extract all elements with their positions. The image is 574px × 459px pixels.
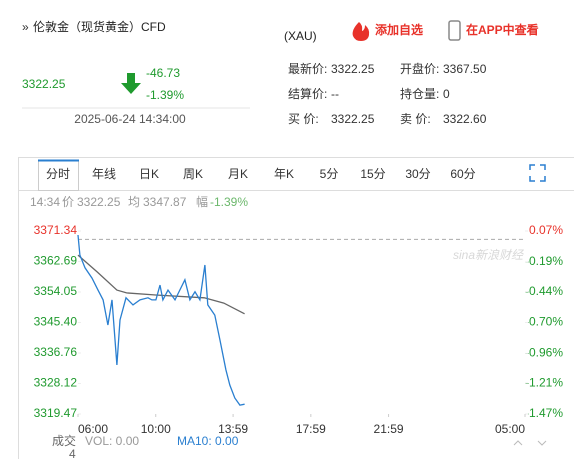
change: -46.73 — [146, 66, 180, 80]
vol: VOL: 0.00 — [85, 434, 139, 448]
title: 伦敦金（现货黄金）CFD — [33, 19, 166, 34]
tab[interactable]: 年线 — [92, 167, 116, 181]
info-item: 3347.87 — [143, 195, 187, 209]
x-tick-label: 05:00 — [495, 422, 525, 436]
y2-tick-label: -0.96% — [525, 346, 563, 360]
tab[interactable]: 5分 — [320, 167, 339, 181]
average-line — [77, 254, 245, 315]
field-value: 3322.25 — [331, 112, 375, 126]
breadcrumb-mark: » — [22, 20, 29, 34]
y2-tick-label: -0.44% — [525, 284, 563, 298]
y-tick-label: 3319.47 — [34, 406, 78, 420]
active-tab-box — [38, 160, 79, 191]
field-label: 结算价: — [288, 86, 327, 101]
tab[interactable]: 15分 — [360, 167, 385, 181]
y-tick-label: 3328.12 — [34, 376, 78, 390]
field-value: 0 — [443, 87, 450, 101]
tab[interactable]: 60分 — [450, 167, 475, 181]
subtitle: (XAU) — [284, 29, 317, 43]
y-tick-label: 3336.76 — [34, 345, 78, 359]
info-item: -1.39% — [210, 195, 248, 209]
tab[interactable]: 周K — [183, 167, 203, 181]
tab[interactable]: 日K — [139, 167, 159, 181]
tab[interactable]: 月K — [228, 167, 248, 181]
x-tick-label: 17:59 — [296, 422, 326, 436]
open-app[interactable]: 在APP中查看 — [466, 22, 539, 37]
field-value: 3322.25 — [331, 62, 375, 76]
watermark: sina新浪财经 — [453, 248, 525, 262]
change-pct: -1.39% — [146, 88, 184, 102]
field-value: -- — [331, 87, 339, 101]
fire-icon — [352, 22, 370, 41]
x-tick-label: 13:59 — [218, 422, 248, 436]
tab[interactable]: 30分 — [405, 167, 430, 181]
x-tick-label: 10:00 — [141, 422, 171, 436]
field-label: 卖 价: — [400, 112, 431, 126]
field-label: 买 价: — [288, 112, 319, 126]
y2-tick-label: -1.47% — [525, 406, 563, 420]
chart-panel — [18, 157, 574, 459]
x-tick-label: 06:00 — [78, 422, 108, 436]
info-item: 幅 — [196, 194, 208, 209]
fields: 最新价: 3322.25 开盘价: 3367.50 结算价: -- 持仓量: 0 买 价: 332… — [288, 61, 487, 126]
y-tick-label: 3362.69 — [34, 254, 78, 268]
chart: 3371.34 3362.69 3354.05 3345.40 3336.76 3328.… — [34, 223, 564, 436]
fullscreen-icon[interactable] — [529, 164, 546, 182]
info-line: 14:34 价 3322.25 均 3347.87 幅 -1.39% — [30, 194, 248, 209]
quote-time: 2025-06-24 14:34:00 — [74, 112, 186, 126]
scroll-arrows[interactable] — [513, 440, 547, 446]
add-watchlist[interactable]: 添加自选 — [375, 22, 423, 37]
tab[interactable]: 分时 — [46, 167, 70, 181]
y2-tick-label: -0.19% — [525, 254, 563, 268]
field-label: 开盘价: — [400, 61, 439, 76]
phone-icon — [448, 20, 461, 41]
x-tick-label: 21:59 — [374, 422, 404, 436]
y-tick-label: 3354.05 — [34, 284, 78, 298]
y2-tick-label: -1.21% — [525, 375, 563, 389]
volume-label: 成交 — [52, 433, 76, 448]
y2-tick-label: 0.07% — [529, 223, 563, 237]
tab[interactable]: 年K — [274, 167, 294, 181]
field-value: 3367.50 — [443, 62, 487, 76]
price: 3322.25 — [22, 77, 66, 91]
volume-extra: 4 — [69, 447, 76, 459]
y-tick-label: 3371.34 — [34, 223, 78, 237]
info-item: 价 — [62, 195, 74, 209]
y-tick-label: 3345.40 — [34, 315, 78, 329]
y2-tick-label: -0.70% — [525, 315, 563, 329]
ma10: MA10: 0.00 — [177, 434, 239, 448]
info-item: 3322.25 — [77, 195, 121, 209]
down-arrow — [121, 73, 141, 94]
info-item: 均 — [128, 195, 140, 209]
field-value: 3322.60 — [443, 112, 487, 126]
field-label: 持仓量: — [400, 86, 439, 101]
price-line — [77, 234, 245, 406]
tabs: 分时 年线 日K 周K 月K 年K 5分 15分 30分 60分 — [46, 167, 476, 181]
field-label: 最新价: — [288, 61, 327, 76]
info-item: 14:34 — [30, 195, 60, 209]
